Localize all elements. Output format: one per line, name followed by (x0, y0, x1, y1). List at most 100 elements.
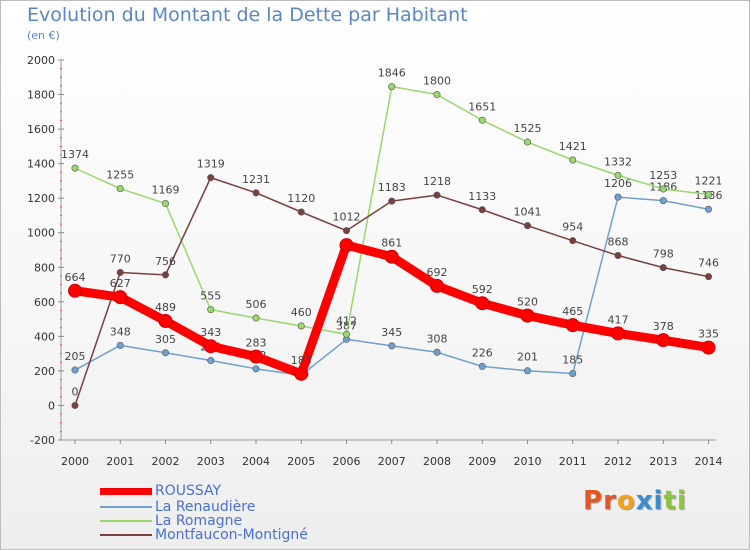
data-point-roussay (113, 290, 128, 305)
y-tick-label: 400 (34, 330, 55, 343)
x-tick-label: 2007 (378, 455, 406, 468)
data-label-montfaucon-montigne: 756 (155, 255, 176, 268)
data-point-roussay (475, 296, 490, 311)
data-point-roussay (158, 313, 173, 328)
logo-letter-5: i (653, 486, 664, 516)
data-label-la-romagne: 1169 (152, 184, 180, 197)
y-tick-label: -200 (30, 434, 55, 447)
legend-item-montfaucon-montigne: Montfaucon-Montigné (100, 527, 360, 543)
data-point-montfaucon-montigne (252, 189, 260, 197)
data-label-montfaucon-montigne: 746 (698, 257, 719, 270)
x-tick-label: 2003 (197, 455, 225, 468)
y-tick-label: 1400 (27, 158, 55, 171)
data-point-roussay (384, 249, 399, 264)
data-point-montfaucon-montigne (433, 191, 441, 199)
data-point-la-romagne (614, 171, 622, 179)
data-label-roussay: 417 (608, 313, 629, 326)
x-tick-label: 2010 (514, 455, 542, 468)
data-point-montfaucon-montigne (116, 268, 124, 276)
data-label-la-romagne: 1255 (106, 169, 134, 182)
data-point-montfaucon-montigne (162, 271, 170, 279)
chart-subtitle: (en €) (27, 29, 60, 42)
data-label-la-renaudiere: 205 (65, 350, 86, 363)
logo-letter-1: P (583, 486, 604, 516)
proxiti-logo: Proxiti (583, 486, 687, 516)
data-point-la-renaudiere (569, 369, 577, 377)
data-label-la-romagne: 1846 (378, 67, 406, 80)
series-line-la-romagne (74, 85, 710, 336)
data-label-la-romagne: 460 (291, 306, 312, 319)
legend-swatch-roussay (100, 488, 152, 495)
y-tick-label: 2000 (27, 54, 55, 67)
data-label-montfaucon-montigne: 954 (562, 221, 583, 234)
y-tick-label: 1600 (27, 123, 55, 136)
x-tick-label: 2005 (287, 455, 315, 468)
data-label-la-romagne: 1525 (514, 122, 542, 135)
data-label-la-romagne: 1651 (468, 100, 496, 113)
logo-letter-4: x (635, 486, 654, 516)
data-point-montfaucon-montigne (659, 264, 667, 272)
data-point-roussay (68, 283, 82, 298)
data-point-roussay (611, 326, 625, 341)
data-point-la-romagne (297, 322, 305, 330)
data-point-montfaucon-montigne (207, 174, 215, 182)
data-label-roussay: 343 (200, 326, 221, 339)
data-label-montfaucon-montigne: 1133 (468, 190, 496, 203)
logo-letter-6: t (663, 486, 677, 516)
data-point-roussay (203, 339, 218, 354)
data-point-roussay (701, 340, 716, 355)
x-tick-label: 2009 (468, 455, 496, 468)
data-label-roussay: 592 (472, 283, 493, 296)
data-point-la-romagne (71, 164, 79, 172)
x-tick-label: 2002 (152, 455, 180, 468)
data-label-montfaucon-montigne: 1183 (378, 181, 406, 194)
x-tick-label: 2014 (695, 455, 723, 468)
data-label-roussay: 465 (562, 305, 583, 318)
data-label-la-romagne: 412 (336, 314, 357, 327)
data-label-montfaucon-montigne: 770 (110, 252, 131, 265)
x-tick-label: 2004 (242, 455, 270, 468)
data-label-montfaucon-montigne: 1041 (514, 206, 542, 219)
data-label-la-romagne: 1253 (649, 169, 677, 182)
data-point-la-romagne (388, 83, 396, 91)
legend-label-montfaucon-montigne: Montfaucon-Montigné (155, 527, 308, 543)
data-point-la-romagne (162, 200, 170, 208)
data-label-montfaucon-montigne: 798 (653, 248, 674, 261)
data-point-la-renaudiere (252, 365, 260, 373)
y-tick-label: 0 (48, 399, 55, 412)
legend-item-la-romagne: La Romagne (100, 513, 360, 529)
x-tick-label: 2013 (649, 455, 677, 468)
data-point-montfaucon-montigne (569, 237, 577, 245)
data-point-roussay (249, 349, 263, 364)
data-label-roussay: 692 (427, 266, 448, 279)
data-label-la-renaudiere: 1206 (604, 177, 632, 190)
data-point-la-renaudiere (388, 342, 396, 350)
data-label-la-renaudiere: 308 (427, 332, 448, 345)
data-label-montfaucon-montigne: 1319 (197, 158, 225, 171)
chart-title: Evolution du Montant de la Dette par Hab… (27, 4, 468, 26)
legend-item-roussay: ROUSSAY (100, 483, 360, 499)
data-label-montfaucon-montigne: 0 (72, 385, 79, 398)
data-point-la-renaudiere (433, 348, 441, 356)
data-point-la-renaudiere (478, 362, 486, 370)
data-point-montfaucon-montigne (478, 206, 486, 214)
legend-swatch-la-romagne (100, 520, 152, 522)
x-tick-label: 2000 (61, 455, 89, 468)
data-point-la-renaudiere (71, 366, 79, 374)
data-point-la-renaudiere (659, 197, 667, 205)
data-point-montfaucon-montigne (342, 227, 350, 235)
x-tick-label: 2006 (333, 455, 361, 468)
data-point-la-romagne (252, 314, 260, 322)
data-label-montfaucon-montigne: 1012 (333, 211, 361, 224)
y-tick-label: 1000 (27, 227, 55, 240)
data-label-roussay: 664 (65, 271, 86, 284)
data-label-roussay: 283 (246, 337, 267, 350)
data-label-roussay: 335 (698, 328, 719, 341)
data-point-la-renaudiere (704, 205, 712, 213)
legend-swatch-la-renaudiere (100, 506, 152, 508)
data-label-la-romagne: 1221 (695, 175, 723, 188)
data-label-la-romagne: 506 (246, 298, 267, 311)
data-label-roussay: 489 (155, 301, 176, 314)
